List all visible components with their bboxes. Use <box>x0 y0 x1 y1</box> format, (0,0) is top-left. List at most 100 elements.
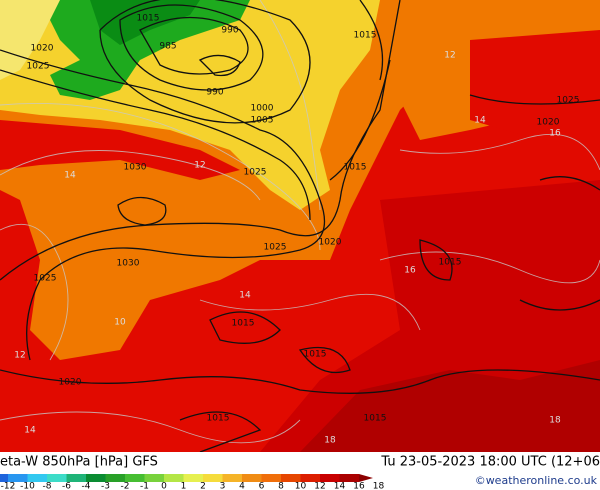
isobar-label: 1025 <box>34 274 57 284</box>
scale-label: -8 <box>43 482 52 490</box>
isobar-label: 1025 <box>557 96 580 106</box>
temperature-label: 14 <box>64 171 76 181</box>
scale-label: -2 <box>121 482 130 490</box>
valid-time: Tu 23-05-2023 18:00 UTC (12+06 <box>380 455 600 470</box>
color-scale: -12 -10 -8 -6 -4 -3 -2 -1 0 1 2 3 4 6 8 10 12 14 16 18 <box>0 474 384 490</box>
field-red-ne <box>470 30 600 140</box>
copyright: ©weatheronline.co.uk <box>475 474 598 487</box>
scale-segment <box>242 474 262 482</box>
temperature-label: 14 <box>24 426 36 436</box>
isobar <box>139 16 249 75</box>
scale-segment <box>281 474 301 482</box>
scale-label: 14 <box>334 482 346 490</box>
isobar-label: 1005 <box>251 116 274 126</box>
scale-segment <box>86 474 106 482</box>
isobar-label: 1015 <box>354 31 377 41</box>
temperature-label: 16 <box>404 266 416 276</box>
temperature-label: 12 <box>194 161 205 171</box>
scale-label: -1 <box>140 482 149 490</box>
isobar <box>0 369 600 394</box>
scale-segment <box>320 474 340 482</box>
isobar-label: 1020 <box>31 44 54 54</box>
isobar <box>198 54 241 77</box>
scale-label: 2 <box>200 482 206 490</box>
scale-arrow <box>359 474 373 482</box>
scale-segment <box>300 474 320 482</box>
field-green-dark <box>90 0 200 45</box>
isobar-label: 1030 <box>117 259 140 269</box>
temperature-label: 18 <box>549 416 561 426</box>
scale-segment <box>0 474 8 482</box>
isobar <box>329 0 391 181</box>
temperature-label: 18 <box>324 436 336 446</box>
scale-segment <box>144 474 164 482</box>
map-title: eta-W 850hPa [hPa] GFS <box>0 455 158 470</box>
scale-segment <box>105 474 125 482</box>
isobar-label: 990 <box>206 88 223 98</box>
scale-label: 8 <box>278 482 284 490</box>
scale-segment <box>222 474 242 482</box>
scale-label: 1 <box>181 482 187 490</box>
temperature-lines <box>0 0 600 444</box>
isobar-label: 1025 <box>27 62 50 72</box>
isobar <box>469 94 600 311</box>
isobar <box>99 0 311 124</box>
isobar-label: 1015 <box>304 350 327 360</box>
isobar-label: 1025 <box>244 168 267 178</box>
isobar-label: 1015 <box>232 319 255 329</box>
isobar <box>119 4 264 91</box>
scale-segment <box>125 474 145 482</box>
scale-segment <box>27 474 47 482</box>
isobar-label: 1015 <box>344 163 367 173</box>
scale-segment <box>203 474 223 482</box>
scale-segment <box>66 474 86 482</box>
field-darker <box>300 360 600 452</box>
scale-label: 18 <box>373 482 385 490</box>
isobar-label: 1030 <box>124 163 147 173</box>
field-orange-2 <box>0 0 600 140</box>
temperature-label: 14 <box>239 291 251 301</box>
scale-label: 4 <box>239 482 245 490</box>
scale-segment <box>47 474 67 482</box>
scale-segment <box>339 474 359 482</box>
scale-label: 3 <box>220 482 226 490</box>
temperature-label: 14 <box>474 116 486 126</box>
field-red-w <box>0 120 240 180</box>
scale-label: -3 <box>101 482 110 490</box>
scale-label: 10 <box>295 482 307 490</box>
scale-label: 6 <box>259 482 265 490</box>
isobar-label: 1000 <box>251 104 274 114</box>
isobar <box>179 239 453 453</box>
scale-label: -12 <box>1 482 16 490</box>
temperature-label: 16 <box>549 129 561 139</box>
isobar <box>117 196 167 226</box>
isobar-label: 1015 <box>439 258 462 268</box>
temperature-label: 12 <box>14 351 25 361</box>
footer-background <box>0 452 600 490</box>
isobar-label: 1020 <box>537 118 560 128</box>
footer: eta-W 850hPa [hPa] GFS Tu 23-05-2023 18:… <box>0 452 600 490</box>
isobar-label: 1015 <box>364 414 387 424</box>
scale-label: 12 <box>314 482 325 490</box>
field-green <box>40 0 250 100</box>
isobar-label: 1025 <box>264 243 287 253</box>
scale-segment <box>8 474 28 482</box>
scale-label: -4 <box>82 482 91 490</box>
isobar-label: 1015 <box>207 414 230 424</box>
scale-label: -10 <box>20 482 35 490</box>
scale-segment <box>164 474 184 482</box>
scale-segment <box>183 474 203 482</box>
isobar-label: 1020 <box>319 238 342 248</box>
isobar <box>0 0 401 281</box>
scale-label: 0 <box>161 482 167 490</box>
temperature-label: 12 <box>444 51 455 61</box>
scale-label: -6 <box>62 482 71 490</box>
field-yellow-light <box>0 0 60 80</box>
scale-segment <box>261 474 281 482</box>
scale-label: 16 <box>353 482 365 490</box>
isobar-label: 985 <box>159 42 176 52</box>
isobar <box>0 69 311 221</box>
